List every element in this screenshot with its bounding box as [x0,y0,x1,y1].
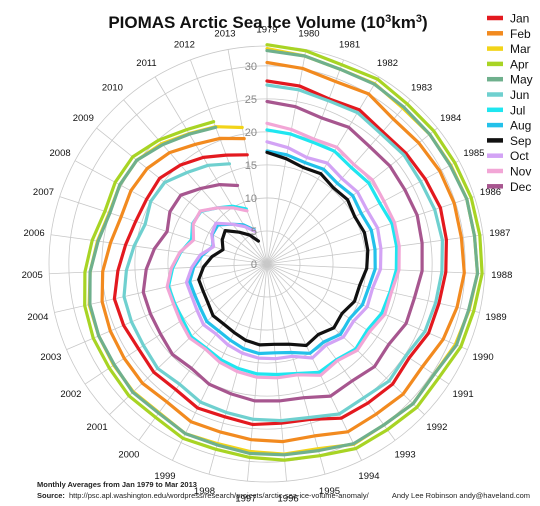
series-lines [83,43,484,462]
grid-spoke [266,160,460,265]
year-labels: 1979 1980 1981 1982 1983 1984 1985 1986 1987 1988… [22,25,513,505]
legend-label: Jul [510,103,525,117]
grid-spoke [266,263,287,482]
year-label: 1988 [491,270,512,281]
grid-spoke [59,196,268,265]
legend-label: Nov [510,165,531,179]
legend-label: Oct [510,149,529,163]
grid-spoke [266,263,396,441]
year-label: 2000 [118,450,139,461]
series-line-jan [112,79,448,427]
year-label: 1984 [440,113,461,124]
radial-tick-labels: 0 5 10 15 20 25 30 [245,61,257,271]
year-label: 2002 [60,389,81,400]
legend-label: Mar [510,42,531,56]
radial-tick-label: 25 [245,94,257,106]
year-label: 1998 [194,486,215,497]
series-line-jun [122,83,444,423]
year-label: 1995 [319,486,340,497]
year-label: 1981 [339,40,360,51]
grid-spoke [266,99,411,265]
year-label: 1997 [235,494,256,505]
year-label: 1983 [411,83,432,94]
year-label: 2009 [73,113,94,124]
year-label: 1991 [453,389,474,400]
year-label: 2007 [33,187,54,198]
legend-label: Jan [510,12,529,26]
grid-spoke [109,263,268,415]
radial-tick-label: 15 [245,160,257,172]
grid-spoke [266,263,425,415]
year-label: 1999 [154,471,175,482]
year-label: 2006 [24,228,45,239]
range-note: Monthly Averages from Jan 1979 to Mar 20… [37,480,197,489]
series-line-may [88,49,480,457]
year-label: 1980 [298,28,319,39]
series-line-apr [83,43,484,462]
year-label: 2005 [22,270,43,281]
source-line: Source: http://psc.apl.washington.edu/wor… [37,491,370,500]
series-line-feb [100,60,466,444]
polar-grid [48,45,486,483]
grid-spoke [266,263,450,385]
year-label: 2013 [214,28,235,39]
legend-label: Dec [510,180,531,194]
year-label: 1986 [480,187,501,198]
year-label: 2004 [27,312,48,323]
grid-ring [200,197,334,331]
year-label: 2008 [50,148,71,159]
grid-spoke [138,263,268,441]
year-label: 1996 [278,494,299,505]
year-label: 1982 [377,58,398,69]
year-label: 1985 [463,148,484,159]
year-label: 2001 [87,422,108,433]
series-line-dec [141,99,424,403]
grid-spoke [50,234,268,265]
legend-label: Aug [510,119,531,133]
grid-spoke [154,76,268,265]
legend-label: Apr [510,57,529,71]
grid-spoke [266,263,362,461]
year-label: 1992 [426,422,447,433]
radial-tick-label: 30 [245,61,257,73]
grid-spoke [227,49,268,265]
series-line-oct [184,140,383,361]
year-label: 1993 [395,450,416,461]
source-url: http://psc.apl.washington.edu/wordpress/… [69,491,370,500]
grid-ring [68,65,466,463]
year-label: 1979 [256,25,277,36]
year-label: 2003 [40,352,61,363]
series-line-sep [197,150,370,348]
credit: Andy Lee Robinson andy@haveland.com [392,491,530,500]
legend-label: Feb [510,27,531,41]
legend-label: Sep [510,134,532,148]
year-label: 2011 [136,58,156,69]
chart-title: PIOMAS Arctic Sea Ice Volume (103km3) [108,13,427,32]
year-label: 1990 [473,352,494,363]
series-line-nov [165,121,401,380]
year-label: 2010 [102,83,123,94]
year-label: 1989 [486,312,507,323]
grid-spoke [123,99,268,265]
radial-tick-label: 0 [251,259,257,271]
year-label: 1987 [489,228,510,239]
grid-ring [233,230,301,298]
year-label: 1994 [358,471,379,482]
radial-tick-label: 5 [251,226,257,238]
radial-tick-label: 10 [245,193,257,205]
legend-label: May [510,73,533,87]
grid-ring [101,98,433,430]
radial-tick-label: 20 [245,127,257,139]
legend-label: Jun [510,88,529,102]
year-label: 2012 [174,40,195,51]
grid-spoke [266,263,326,475]
source-label: Source: [37,491,65,500]
